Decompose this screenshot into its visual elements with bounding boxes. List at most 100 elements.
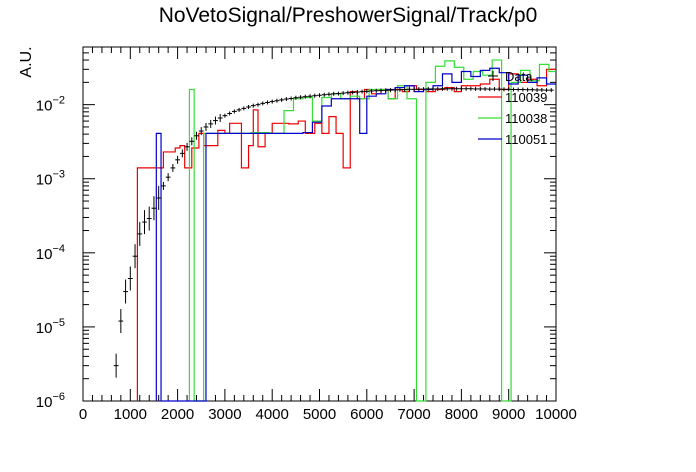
data-point bbox=[123, 279, 128, 304]
data-point bbox=[392, 87, 398, 92]
data-point bbox=[307, 94, 313, 99]
data-point bbox=[468, 86, 474, 91]
data-point bbox=[156, 185, 162, 210]
data-point bbox=[208, 119, 214, 128]
data-point bbox=[146, 206, 152, 231]
data-point bbox=[411, 87, 417, 92]
data-point bbox=[435, 86, 441, 91]
legend-entry-110038: 110038 bbox=[478, 111, 547, 126]
data-point bbox=[312, 93, 318, 98]
data-point bbox=[165, 173, 171, 182]
data-point bbox=[217, 114, 223, 123]
y-tick-label: 10−2 bbox=[36, 95, 65, 115]
data-point bbox=[222, 113, 228, 118]
data-point bbox=[359, 89, 365, 94]
data-point bbox=[260, 101, 266, 106]
data-point bbox=[534, 87, 540, 92]
data-point bbox=[331, 91, 337, 96]
x-tick-label: 0 bbox=[79, 406, 87, 423]
legend-entry-Data: Data bbox=[488, 69, 533, 84]
data-points-layer bbox=[113, 86, 554, 378]
data-point bbox=[236, 107, 242, 112]
data-point bbox=[421, 87, 426, 92]
data-point bbox=[477, 86, 483, 91]
data-point bbox=[430, 86, 436, 91]
data-point bbox=[198, 127, 204, 136]
legend-entry-110039: 110039 bbox=[478, 90, 547, 105]
series-110051 bbox=[155, 67, 556, 402]
data-point bbox=[279, 97, 285, 102]
data-point bbox=[373, 88, 379, 93]
data-point bbox=[246, 104, 251, 109]
x-tick-label: 9000 bbox=[492, 406, 525, 423]
data-point bbox=[529, 87, 535, 92]
data-point bbox=[189, 137, 195, 146]
legend-label-110038: 110038 bbox=[505, 111, 547, 126]
data-point bbox=[293, 95, 299, 100]
data-point bbox=[539, 87, 545, 92]
data-point bbox=[354, 90, 360, 95]
data-point bbox=[194, 131, 199, 140]
legend-label-110051: 110051 bbox=[505, 132, 547, 147]
x-tick-label: 4000 bbox=[256, 406, 289, 423]
data-point bbox=[326, 92, 332, 97]
histogram-110039 bbox=[136, 68, 556, 401]
legend-entry-110051: 110051 bbox=[478, 132, 547, 147]
data-point bbox=[113, 353, 119, 378]
data-point bbox=[321, 92, 327, 97]
series-110038 bbox=[188, 59, 556, 402]
data-point bbox=[175, 155, 180, 164]
data-point bbox=[250, 103, 256, 108]
data-point bbox=[336, 91, 341, 96]
data-point bbox=[231, 109, 237, 114]
data-point bbox=[340, 91, 346, 96]
data-point bbox=[298, 95, 303, 100]
legend: Data 110039 110038 110051 bbox=[478, 69, 547, 147]
data-point bbox=[501, 87, 507, 92]
data-point bbox=[402, 87, 408, 92]
data-point bbox=[388, 88, 393, 93]
data-point bbox=[496, 87, 502, 92]
data-point bbox=[241, 106, 247, 111]
data-point bbox=[364, 89, 370, 94]
data-point bbox=[463, 86, 469, 91]
data-point bbox=[274, 98, 280, 103]
data-point bbox=[350, 90, 356, 95]
data-point bbox=[118, 309, 124, 334]
data-point bbox=[425, 86, 431, 91]
y-tick-label: 10−5 bbox=[36, 317, 65, 337]
data-point bbox=[137, 221, 143, 246]
data-point bbox=[317, 93, 322, 98]
data-point bbox=[473, 86, 478, 91]
data-point bbox=[179, 149, 185, 158]
histogram-110051 bbox=[155, 67, 556, 402]
data-point bbox=[520, 87, 526, 92]
data-point bbox=[161, 181, 166, 190]
data-point bbox=[127, 266, 133, 291]
data-point bbox=[454, 86, 460, 91]
series-layer bbox=[136, 59, 556, 402]
x-tick-label: 2000 bbox=[161, 406, 194, 423]
data-point bbox=[449, 86, 455, 91]
y-tick-label: 10−3 bbox=[36, 169, 65, 189]
data-point bbox=[515, 87, 521, 92]
data-point bbox=[525, 87, 531, 92]
data-point bbox=[142, 210, 147, 235]
data-point bbox=[345, 90, 351, 95]
x-axis-ticks: 0 1000 2000 3000 4000 5000 6000 7000 8000 9000 100… bbox=[79, 47, 577, 423]
legend-label-110039: 110039 bbox=[505, 90, 547, 105]
data-point bbox=[511, 87, 516, 92]
data-point bbox=[482, 86, 488, 91]
data-point bbox=[203, 122, 209, 131]
y-tick-label: 10−6 bbox=[36, 391, 65, 411]
data-point bbox=[151, 196, 157, 221]
x-tick-label: 1000 bbox=[114, 406, 147, 423]
data-point bbox=[255, 102, 261, 107]
data-point bbox=[269, 99, 275, 104]
x-tick-label: 3000 bbox=[208, 406, 241, 423]
chart-title: NoVetoSignal/PreshowerSignal/Track/p0 bbox=[158, 4, 538, 27]
x-tick-label: 8000 bbox=[445, 406, 478, 423]
y-axis-ticks: 10−6 10−5 10−4 10−3 10−2 bbox=[36, 46, 556, 411]
legend-label-Data: Data bbox=[505, 69, 533, 84]
